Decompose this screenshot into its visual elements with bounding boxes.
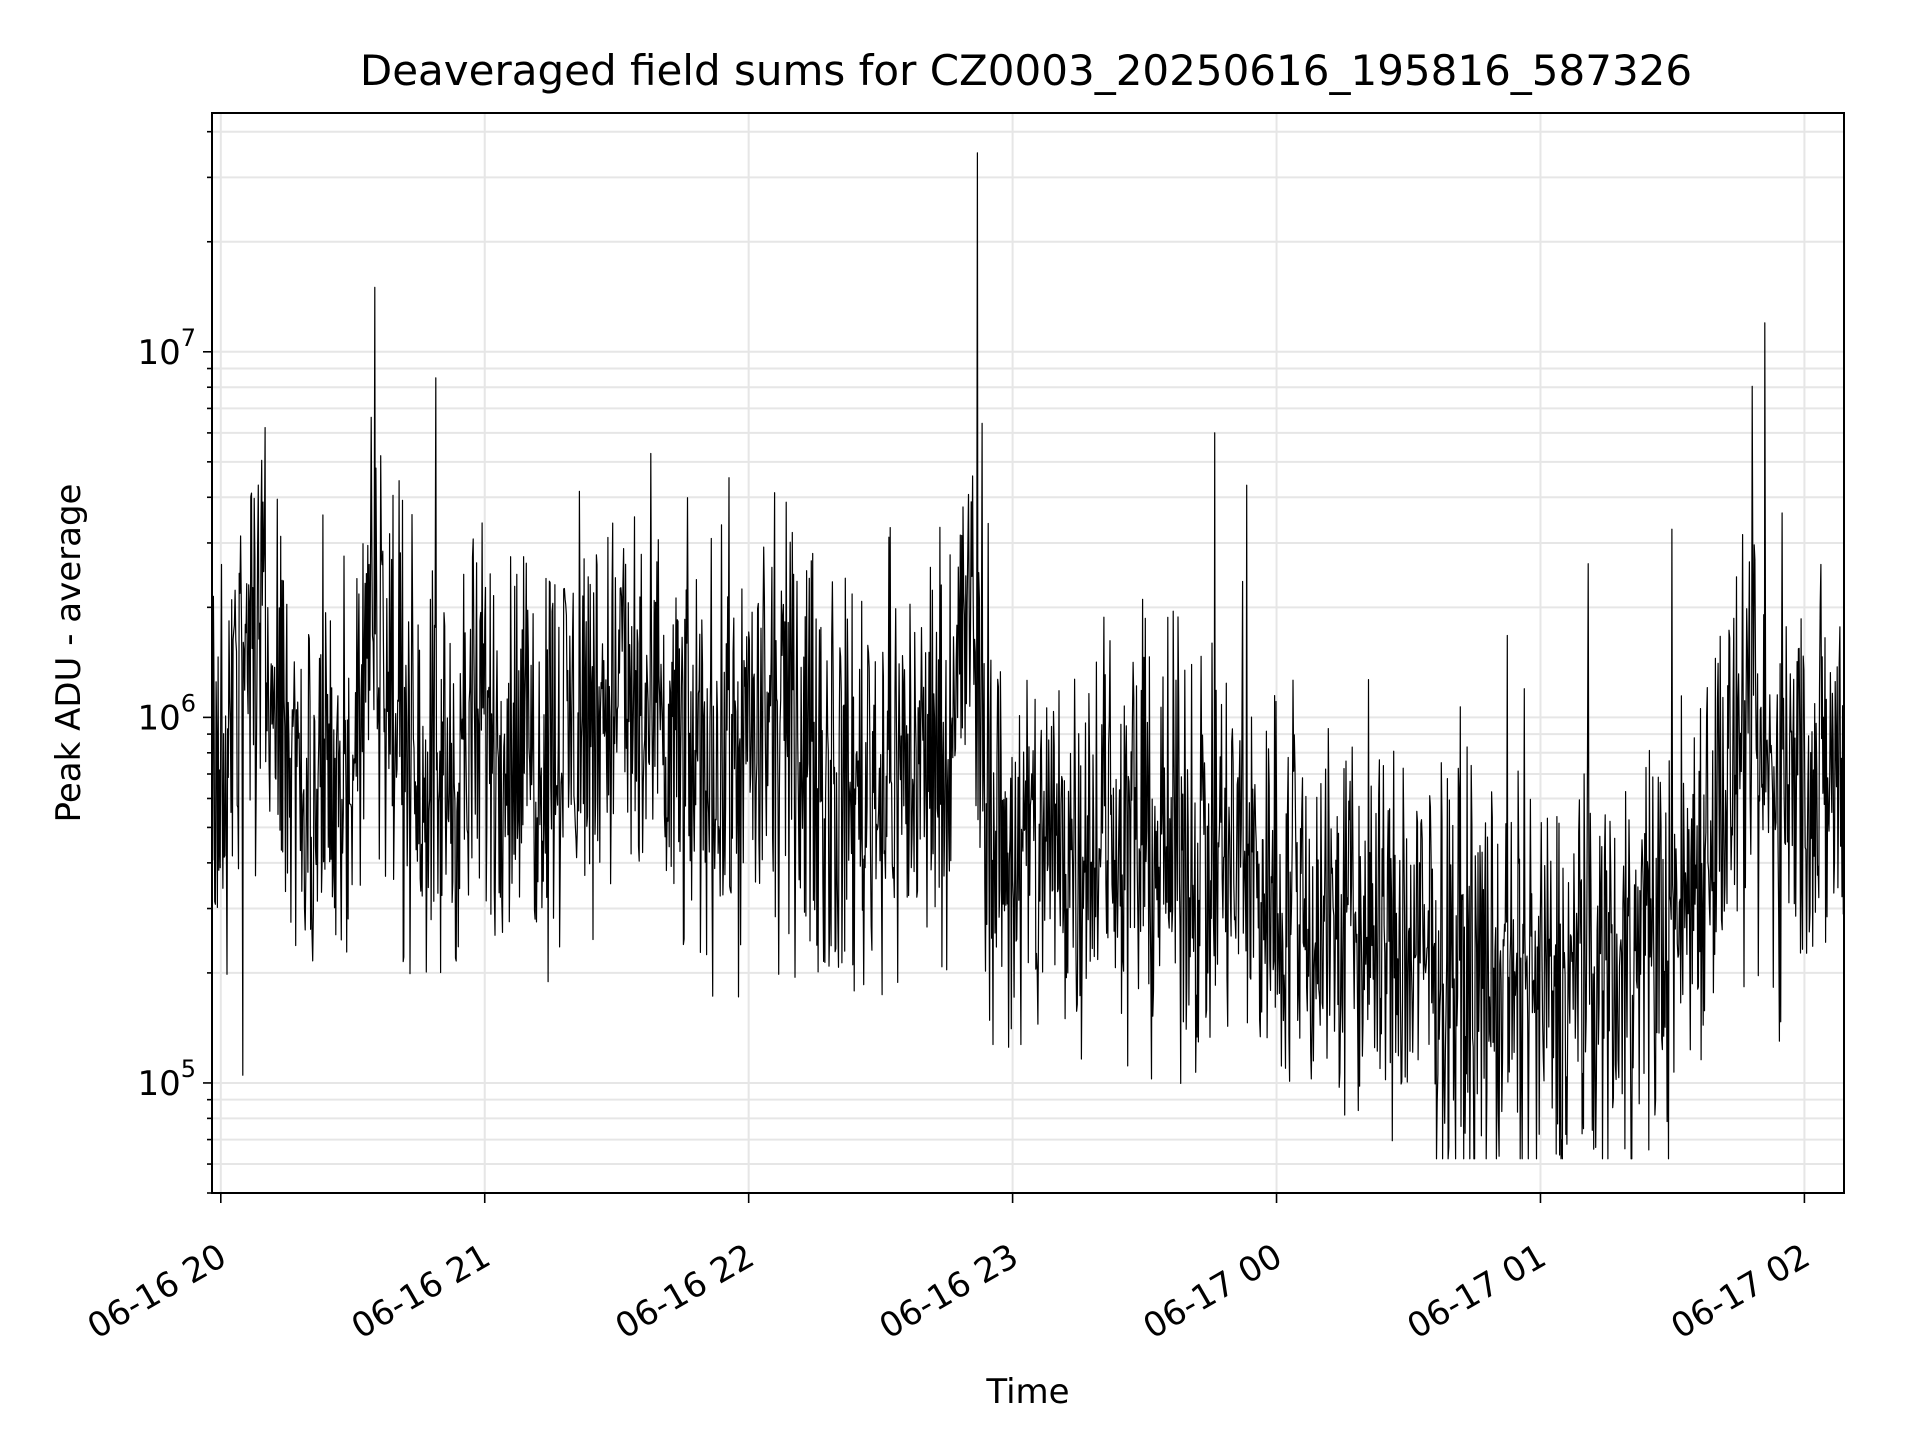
plot-area [211,112,1845,1194]
y-axis-label: Peak ADU - average [49,484,89,823]
y-axis-ticks: 105 106 107 [137,130,212,1194]
x-axis-label: Time [985,1372,1069,1412]
y-tick-label: 106 [137,689,196,738]
series-line [211,152,1845,1160]
y-tick-label: 107 [137,324,196,373]
y-tick-label: 105 [137,1055,196,1104]
chart-title: Deaveraged field sums for CZ0003_2025061… [360,46,1692,95]
series-layer [211,152,1845,1160]
plot-frame [211,112,1845,1194]
